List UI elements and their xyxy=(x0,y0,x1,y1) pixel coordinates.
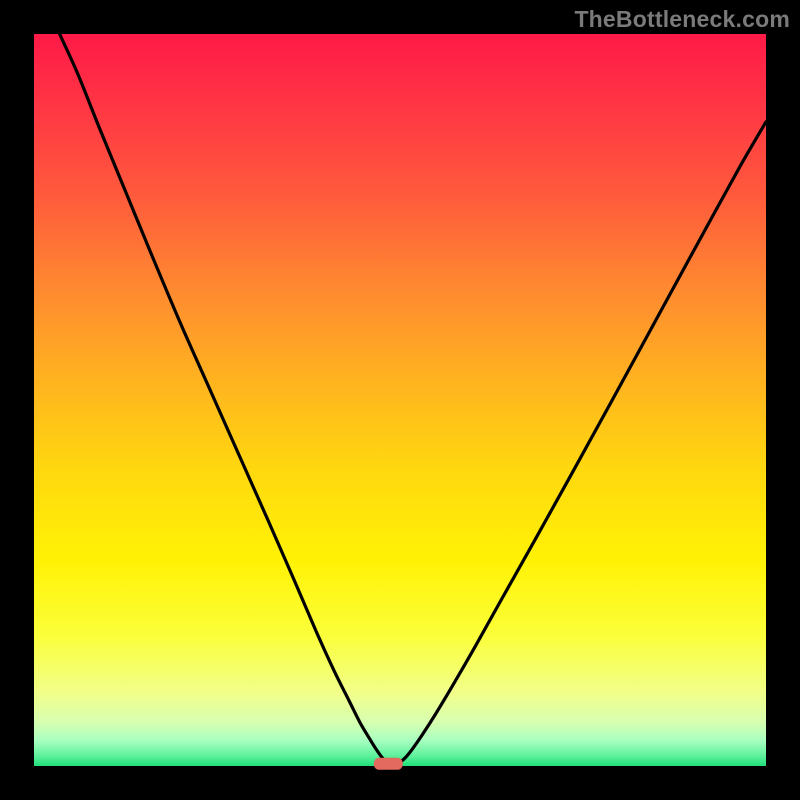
gradient-panel xyxy=(34,34,766,766)
vertex-marker xyxy=(374,758,402,769)
bottleneck-chart xyxy=(0,0,800,800)
chart-stage: TheBottleneck.com xyxy=(0,0,800,800)
